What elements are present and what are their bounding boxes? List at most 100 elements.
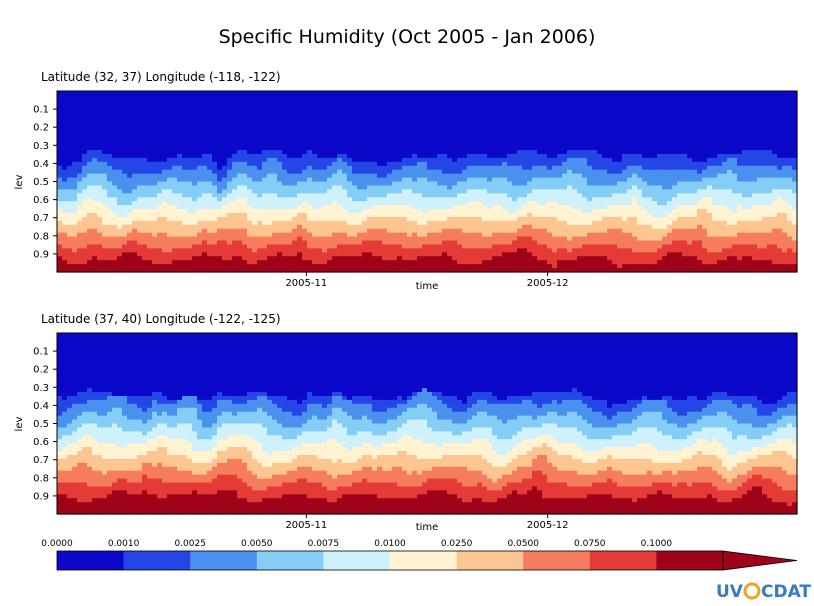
heatmap-cell [627, 169, 633, 175]
heatmap-cell [712, 201, 718, 206]
heatmap-cell [537, 146, 543, 151]
heatmap-cell [262, 106, 268, 112]
heatmap-cell [77, 91, 83, 96]
heatmap-cell [372, 142, 378, 147]
heatmap-cell [142, 177, 148, 183]
heatmap-cell [412, 216, 418, 222]
heatmap-cell [512, 165, 518, 171]
heatmap-cell [662, 212, 668, 218]
heatmap-cell [732, 197, 738, 202]
heatmap-cell [457, 209, 463, 214]
heatmap-cell [632, 94, 638, 100]
heatmap-cell [762, 130, 768, 135]
heatmap-cell [617, 173, 623, 179]
heatmap-cell [747, 106, 753, 112]
heatmap-cell [572, 157, 578, 163]
heatmap-cell [377, 181, 383, 187]
heatmap-cell [727, 126, 733, 131]
heatmap-cell [312, 197, 318, 202]
heatmap-cell [382, 138, 388, 143]
heatmap-cell [97, 138, 103, 143]
heatmap-cell [692, 193, 698, 198]
heatmap-cell [277, 126, 283, 131]
heatmap-cell [182, 106, 188, 112]
heatmap-cell [542, 126, 548, 131]
heatmap-cell [662, 189, 668, 194]
heatmap-cell [567, 157, 573, 163]
heatmap-cell [752, 181, 758, 187]
heatmap-cell [457, 161, 463, 167]
heatmap-cell [122, 110, 128, 116]
heatmap-cell [217, 169, 223, 175]
heatmap-cell [332, 146, 338, 151]
heatmap-cell [712, 110, 718, 116]
heatmap-cell [522, 209, 528, 214]
heatmap-cell [332, 189, 338, 194]
heatmap-cell [582, 169, 588, 175]
heatmap-cell [242, 98, 248, 104]
heatmap-cell [477, 138, 483, 143]
heatmap-cell [427, 153, 433, 159]
heatmap-cell [387, 157, 393, 163]
heatmap-cell [132, 94, 138, 100]
heatmap-cell [322, 110, 328, 116]
heatmap-cell [402, 193, 408, 198]
heatmap-cell [542, 165, 548, 171]
heatmap-cell [287, 181, 293, 187]
heatmap-cell [667, 138, 673, 143]
heatmap-cell [367, 134, 373, 139]
heatmap-cell [137, 94, 143, 100]
heatmap-cell [97, 220, 103, 226]
heatmap-cell [162, 185, 168, 190]
heatmap-cell [442, 212, 448, 218]
heatmap-cell [497, 110, 503, 116]
heatmap-cell [542, 91, 548, 96]
heatmap-cell [162, 161, 168, 167]
heatmap-cell [222, 177, 228, 183]
heatmap-cell [572, 102, 578, 108]
heatmap-cell [182, 153, 188, 159]
heatmap-cell [187, 130, 193, 135]
heatmap-cell [87, 118, 93, 124]
heatmap-cell [147, 169, 153, 175]
heatmap-cell [602, 209, 608, 214]
heatmap-cell [717, 106, 723, 112]
heatmap-cell [762, 110, 768, 116]
heatmap-cell [727, 201, 733, 206]
heatmap-cell [757, 94, 763, 100]
heatmap-cell [672, 130, 678, 135]
heatmap-cell [362, 189, 368, 194]
heatmap-cell [482, 193, 488, 198]
heatmap-cell [77, 201, 83, 206]
heatmap-cell [497, 94, 503, 100]
heatmap-cell [222, 106, 228, 112]
heatmap-cell [737, 193, 743, 198]
heatmap-cell [337, 193, 343, 198]
heatmap-cell [397, 110, 403, 116]
heatmap-cell [647, 130, 653, 135]
heatmap-cell [392, 153, 398, 159]
heatmap-cell [92, 165, 98, 171]
heatmap-cell [522, 130, 528, 135]
heatmap-cell [707, 130, 713, 135]
heatmap-cell [317, 220, 323, 226]
heatmap-cell [707, 142, 713, 147]
heatmap-cell [667, 126, 673, 131]
heatmap-cell [157, 181, 163, 187]
heatmap-cell [567, 110, 573, 116]
heatmap-cell [422, 134, 428, 139]
heatmap-cell [492, 216, 498, 222]
heatmap-cell [527, 118, 533, 124]
heatmap-cell [372, 165, 378, 171]
heatmap-cell [567, 220, 573, 226]
heatmap-cell [397, 212, 403, 218]
heatmap-cell [252, 98, 258, 104]
heatmap-cell [642, 209, 648, 214]
heatmap-cell [257, 197, 263, 202]
heatmap-cell [512, 110, 518, 116]
heatmap-cell [157, 212, 163, 218]
heatmap-cell [792, 212, 798, 218]
heatmap-cell [237, 106, 243, 112]
heatmap-cell [367, 110, 373, 116]
heatmap-cell [292, 209, 298, 214]
